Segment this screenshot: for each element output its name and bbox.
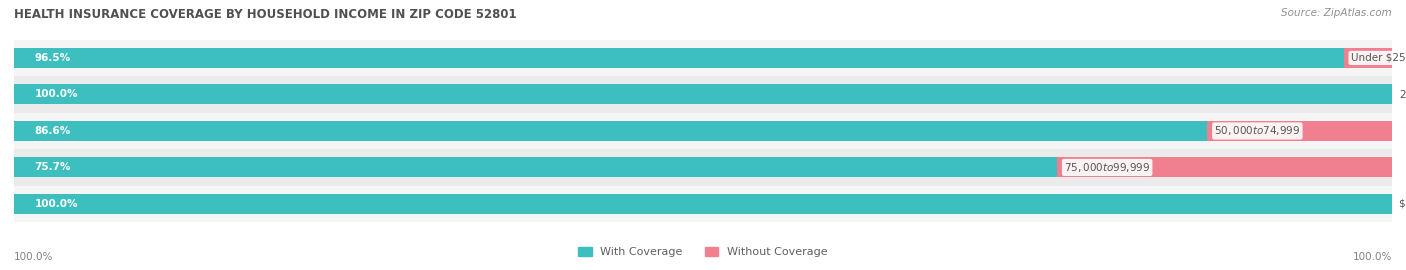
Text: $75,000 to $99,999: $75,000 to $99,999 [1064,161,1150,174]
Bar [14,194,1392,214]
Bar [14,149,1392,186]
Text: $50,000 to $74,999: $50,000 to $74,999 [1215,124,1301,137]
Bar [14,186,1392,222]
Text: 100.0%: 100.0% [35,199,79,209]
Bar [14,121,1208,141]
Text: HEALTH INSURANCE COVERAGE BY HOUSEHOLD INCOME IN ZIP CODE 52801: HEALTH INSURANCE COVERAGE BY HOUSEHOLD I… [14,8,516,21]
Bar [14,85,1392,104]
Bar [14,40,1392,76]
Text: Under $25,000: Under $25,000 [1351,53,1406,63]
Bar [1344,48,1392,68]
Bar [1208,121,1392,141]
Text: 75.7%: 75.7% [35,163,72,173]
Text: 100.0%: 100.0% [35,89,79,99]
Text: $25,000 to $49,999: $25,000 to $49,999 [1399,88,1406,101]
Text: Source: ZipAtlas.com: Source: ZipAtlas.com [1281,8,1392,18]
Bar [1057,157,1392,177]
Text: 100.0%: 100.0% [1353,252,1392,262]
Text: 86.6%: 86.6% [35,126,70,136]
Bar [14,48,1344,68]
Text: 96.5%: 96.5% [35,53,70,63]
Bar [14,113,1392,149]
Legend: With Coverage, Without Coverage: With Coverage, Without Coverage [574,243,832,262]
Text: $100,000 and over: $100,000 and over [1399,199,1406,209]
Bar [14,157,1057,177]
Text: 100.0%: 100.0% [14,252,53,262]
Bar [14,76,1392,113]
